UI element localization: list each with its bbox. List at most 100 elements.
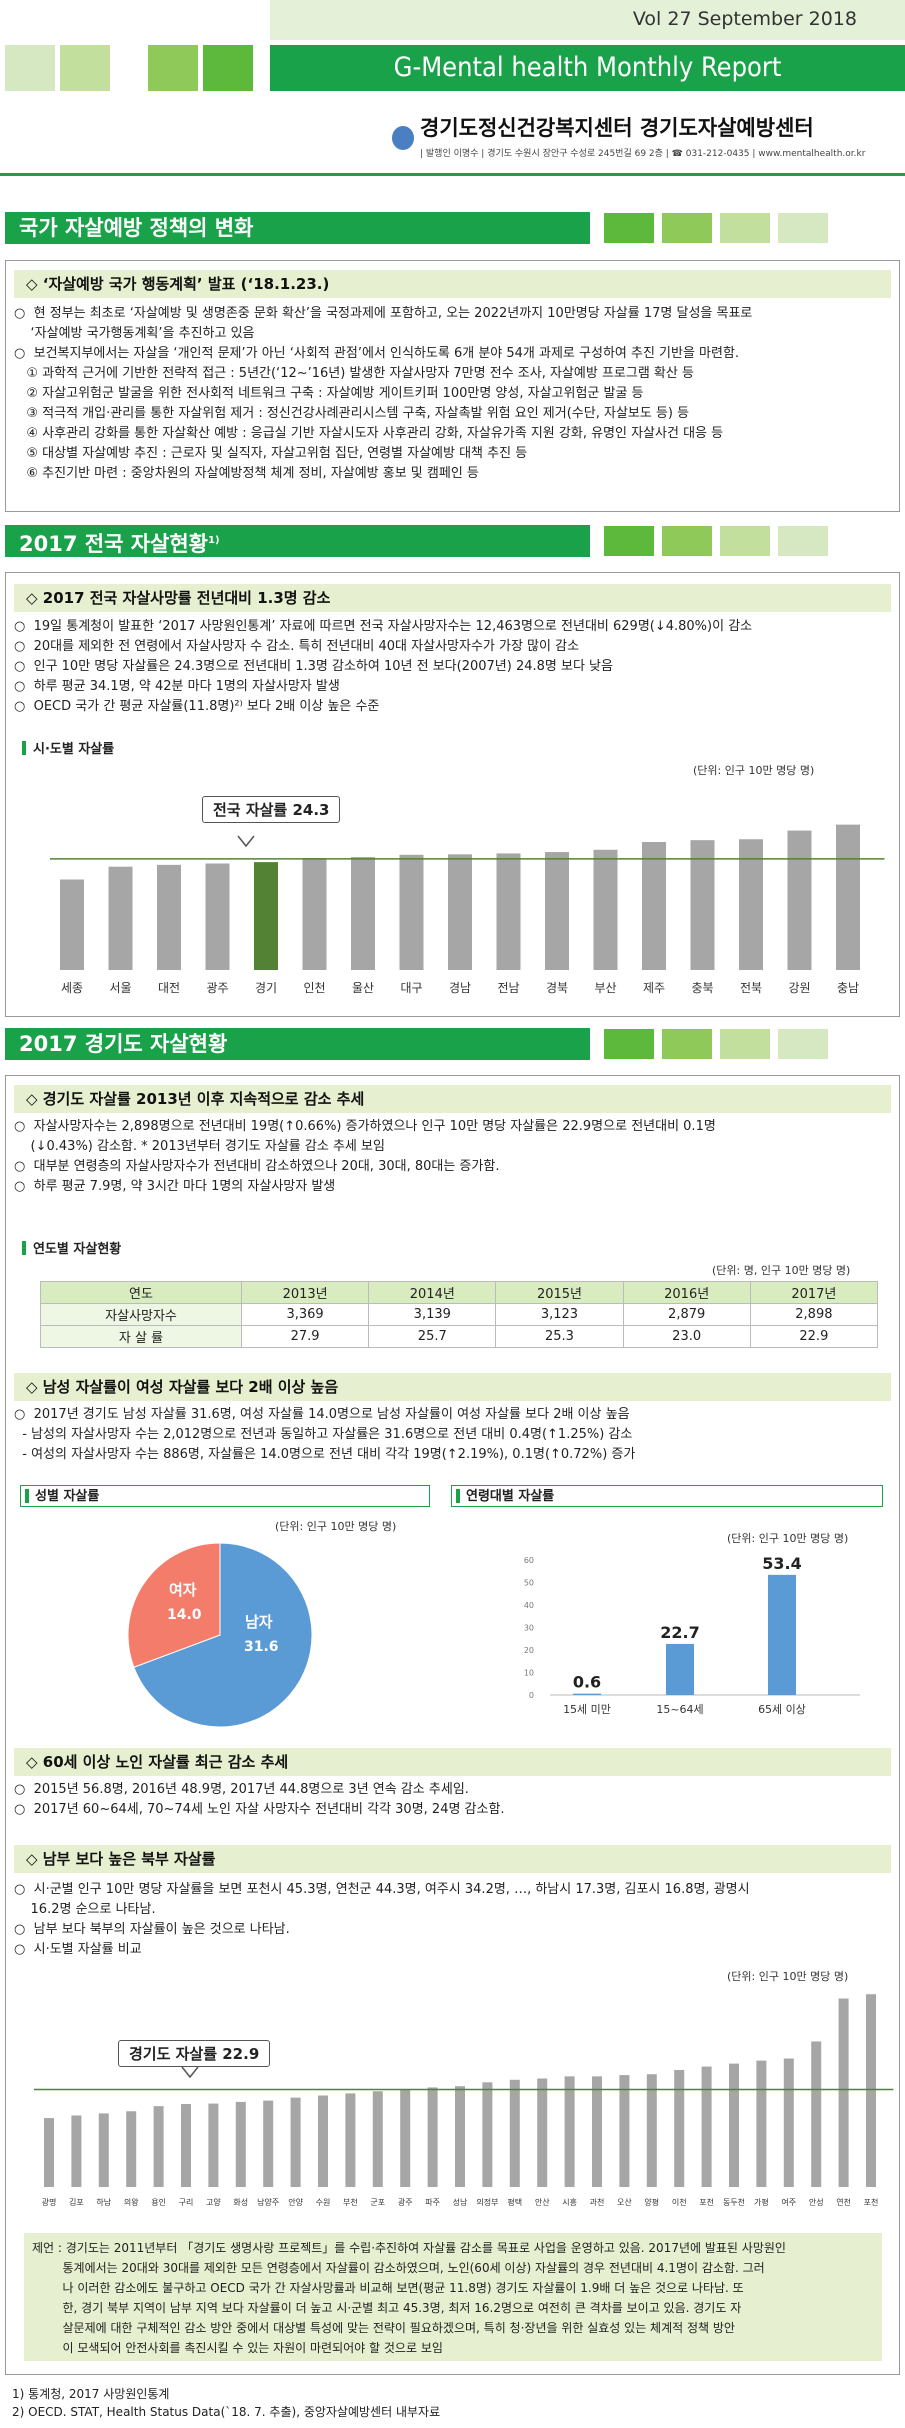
bar-65세 이상 [768,1574,796,1695]
tick-label: 경남 [449,981,471,995]
national-text: ○ 19일 통계청이 발표한 ‘2017 사망원인통계’ 자료에 따르면 전국 … [14,617,894,717]
bar-충남 [836,824,860,970]
tick-label: 대전 [158,981,180,995]
province-chart-unit: (단위: 인구 10만 명당 명) [693,764,815,777]
report-title: G-Mental health Monthly Report [270,45,905,91]
tick-label: 양평 [644,2197,659,2207]
tick-label: 서울 [109,981,131,995]
bar-과천 [592,2076,602,2187]
bar-시흥 [564,2076,575,2187]
header-divider [0,173,905,176]
bar-15세 미만 [573,1693,601,1695]
gyeonggi-line: ○ 자살사망자수는 2,898명으로 전년대비 19명(↑0.66%) 증가하였… [14,1119,716,1134]
bar-강원 [787,830,812,970]
national-line: ○ 인구 10만 명당 자살률은 24.3명으로 전년대비 1.3명 감소하여 … [14,659,613,674]
bar-김포 [71,2115,82,2187]
gyeonggi-text-1: ○ 자살사망자수는 2,898명으로 전년대비 19명(↑0.66%) 증가하였… [14,1117,894,1197]
table-cell: 3,139 [368,1303,497,1326]
section-title-national: 2017 전국 자살현황1) [5,525,590,557]
national-line: ○ 20대를 제외한 전 연령에서 자살사망자 수 감소. 특히 전년대비 40… [14,639,580,654]
bar-전북 [739,839,763,970]
y-tick: 10 [524,1669,534,1678]
pie-female-label: 여자 [169,1581,197,1599]
tick-label: 의정부 [476,2197,498,2207]
footnote-line: 2) OECD. STAT, Health Status Data(`18. 7… [12,2405,441,2419]
tick-label: 광명 [42,2197,57,2207]
tick-label: 강원 [788,981,810,995]
tick-label: 제주 [643,981,665,995]
tick-label: 화성 [233,2198,248,2207]
table-header: 2016년 [622,1281,751,1304]
decor-square [60,45,110,91]
gender-chart-unit: (단위: 인구 10만 명당 명) [275,1520,397,1533]
section-title-policy: 국가 자살예방 정책의 변화 [5,212,590,244]
bar-서울 [108,866,133,970]
gyeonggi-line: ○ 대부분 연령층의 자살사망자수가 전년대비 감소하였으나 20대, 30대,… [14,1159,500,1174]
gender-pie-chart: 남자 31.6 여자 14.0 [127,1542,313,1728]
national-box [5,572,900,1017]
tick-label: 충북 [691,981,713,995]
policy-text: ○ 현 정부는 최초로 ‘자살예방 및 생명존중 문화 확산’을 국정과제에 포… [14,304,894,484]
tick-label: 가평 [754,2197,769,2207]
tick-label: 대구 [400,981,422,995]
decor-square [720,526,770,556]
bar-하남 [98,2113,109,2187]
policy-line: ⑤ 대상별 자살예방 추진 : 근로자 및 실직자, 자살고위험 집단, 연령별… [14,446,528,461]
bar-안양 [290,2097,301,2187]
table-cell: 23.0 [622,1325,751,1348]
y-tick: 60 [524,1556,534,1565]
gyeonggi-subtitle-3: ◇ 60세 이상 노인 자살률 최근 감소 추세 [14,1748,891,1776]
tick-label: 경기 [255,981,277,995]
pie-slice-female [127,1542,221,1668]
decor-square [203,45,253,91]
decor-square [662,213,712,243]
gender-line: ○ 2017년 경기도 남성 자살률 31.6명, 여성 자살률 14.0명으로… [14,1407,630,1422]
region-line: ○ 남부 보다 북부의 자살률이 높은 것으로 나타남. [14,1922,290,1937]
bar-세종 [60,879,84,970]
bar-안산 [537,2078,548,2187]
bar-이천 [674,2069,685,2187]
gyeonggi-line: (↓0.43%) 감소함. * 2013년부터 경기도 자살률 감소 추세 보임 [14,1139,385,1154]
bar-포천 [866,1994,876,2187]
tick-label: 의왕 [124,2197,139,2207]
tick-label: 오산 [617,2197,632,2207]
gender-line: - 남성의 자살사망자 수는 2,012명으로 전년과 동일하고 자살률은 31… [14,1427,633,1442]
tick-label: 15세 미만 [563,1703,611,1716]
region-line: ○ 시·도별 자살률 비교 [14,1942,142,1957]
tick-label: 울산 [352,981,374,995]
pie-female-value: 14.0 [167,1607,202,1623]
bar-가평 [756,2060,767,2187]
national-line: ○ OECD 국가 간 평균 자살률(11.8명)²⁾ 보다 2배 이상 높은 … [14,699,380,714]
organization-name: 경기도정신건강복지센터 경기도자살예방센터 [420,116,814,140]
policy-box [5,260,900,512]
decor-square [778,526,828,556]
y-tick: 20 [524,1646,534,1655]
gyeonggi-rate-callout: 경기도 자살률 22.9 [118,2040,271,2067]
national-line: ○ 19일 통계청이 발표한 ‘2017 사망원인통계’ 자료에 따르면 전국 … [14,619,753,634]
y-tick: 50 [524,1579,534,1588]
tick-label: 파주 [425,2198,440,2207]
table-cell: 2,879 [622,1303,751,1326]
decor-square [720,1029,770,1059]
table-header: 2015년 [495,1281,624,1304]
gyeonggi-text-4: ○ 시·군별 인구 10만 명당 자살률을 보면 포천시 45.3명, 연천군 … [14,1880,894,1960]
bar-안성 [811,2041,822,2187]
gyeonggi-text-3: ○ 2015년 56.8명, 2016년 48.9명, 2017년 44.8명으… [14,1780,894,1820]
pie-slice-male [133,1542,313,1728]
bar-동두천 [729,2063,739,2187]
yearly-table: 연도 2013년 2014년 2015년 2016년 2017년 자살사망자수 3,369 3,… [40,1281,879,1348]
bar-의정부 [482,2082,493,2187]
tick-label: 수원 [316,2198,331,2207]
yearly-table-label: 연도별 자살현황 [22,1238,121,1257]
decor-square [604,213,654,243]
bar-부산 [593,849,618,970]
bar-울산 [351,857,375,970]
bar-대전 [157,864,181,970]
gender-chart-label: 성별 자살률 [20,1485,430,1507]
tick-label: 용인 [151,2197,166,2207]
tick-label: 시흥 [562,2197,577,2207]
yearly-table-unit: (단위: 명, 인구 10만 명당 명) [712,1264,851,1277]
tick-label: 포천 [699,2197,714,2207]
bar-파주 [427,2087,438,2187]
age-bar-chart: 0 10 20 30 40 50 60 0.6 15세 미만 22.7 15~64세 53.4 65세 … [524,1554,860,1716]
